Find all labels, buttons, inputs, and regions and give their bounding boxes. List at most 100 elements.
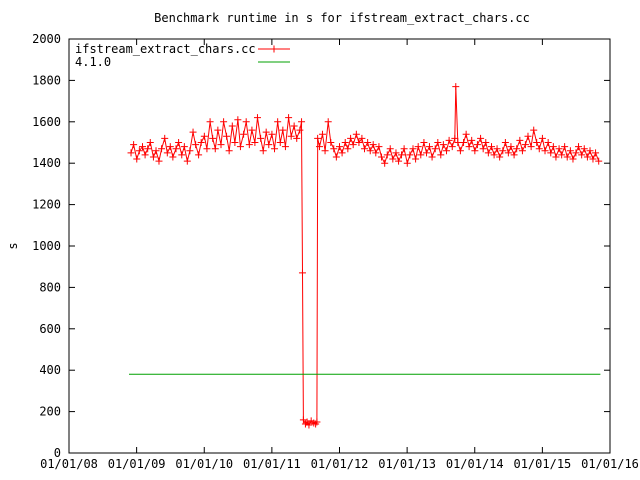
data-point [398,151,406,159]
data-point [183,157,191,165]
data-point [392,149,400,157]
data-point [400,145,408,153]
data-point [175,139,183,146]
data-point [578,151,586,159]
data-point [555,145,563,153]
data-point [389,155,397,163]
data-point [155,157,163,165]
chart-title: Benchmark runtime in s for ifstream_extr… [154,11,530,25]
x-tick-label: 01/01/15 [513,457,571,471]
y-tick-label: 600 [39,322,61,336]
data-point [484,149,492,157]
data-point [228,122,236,130]
data-point [493,145,501,153]
data-point [437,151,445,159]
data-point [443,147,451,155]
data-point [344,145,352,153]
data-point [569,155,577,163]
data-point [417,151,425,159]
data-point [462,130,470,138]
data-point [231,139,239,146]
data-point [314,134,322,142]
data-point [538,134,546,142]
data-point [279,126,287,134]
data-point [535,145,543,153]
data-point [580,145,588,153]
data-point [533,139,541,146]
x-tick-label: 01/01/11 [243,457,301,471]
data-point [431,145,439,153]
x-tick-label: 01/01/13 [378,457,436,471]
data-point [451,134,459,142]
data-point [262,128,270,136]
data-point [330,145,338,153]
data-point [420,139,428,146]
data-point [163,149,171,157]
data-point [381,159,389,167]
data-point [158,145,166,153]
data-point [566,147,574,155]
data-point [290,122,298,130]
data-point [452,83,460,91]
y-tick-label: 1200 [32,198,61,212]
data-point [287,132,295,140]
legend-label: ifstream_extract_chars.cc [75,42,256,56]
data-point [223,132,231,140]
data-point [383,151,391,159]
data-point [209,134,217,142]
data-point [316,143,324,151]
x-tick-label: 01/01/14 [446,457,504,471]
data-point [211,145,219,153]
data-point [496,153,504,161]
data-point [293,134,301,142]
data-point [518,147,526,155]
data-point [488,143,496,151]
data-point [501,139,509,146]
y-tick-label: 1600 [32,115,61,129]
data-point [352,130,360,138]
data-point [245,141,253,149]
data-point [460,139,468,146]
data-point [268,130,276,138]
legend-label: 4.1.0 [75,55,111,69]
data-point [299,416,307,424]
data-point [530,126,538,134]
y-tick-label: 1800 [32,73,61,87]
data-point [206,118,214,126]
data-point [225,147,233,155]
data-point [549,143,557,151]
data-point [547,149,555,157]
data-point [561,143,569,151]
data-point [321,147,329,155]
data-point [192,141,200,149]
data-point [507,143,515,151]
data-point [305,421,313,429]
data-point [490,151,498,159]
y-tick-label: 1000 [32,239,61,253]
data-point [180,143,188,151]
data-point [425,143,433,151]
data-point [161,134,169,142]
data-point [471,147,479,155]
data-point [296,126,304,134]
data-point [248,126,256,134]
data-point [203,145,211,153]
data-point [586,147,594,155]
data-point [428,153,436,161]
x-tick-label: 01/01/08 [40,457,98,471]
data-point [276,139,284,146]
data-point [327,139,335,146]
data-point [172,145,180,153]
data-point [510,151,518,159]
data-point [214,126,222,134]
data-point [414,143,422,151]
data-point [234,116,242,124]
data-point [318,130,326,138]
data-point [360,145,368,153]
data-point [236,143,244,151]
data-point [445,136,453,144]
data-point [572,149,580,157]
data-point [583,153,591,161]
x-tick-label: 01/01/12 [311,457,369,471]
data-point [298,118,306,126]
